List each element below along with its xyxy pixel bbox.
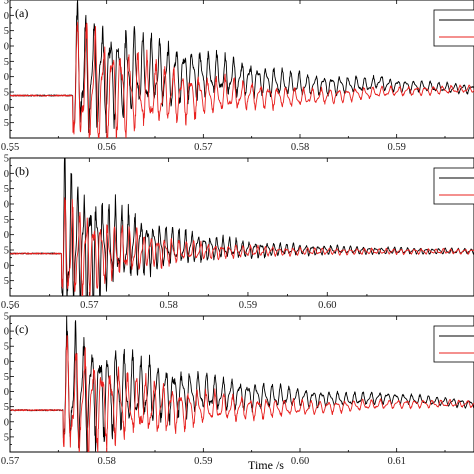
x-tick-label: 0.59	[239, 300, 257, 311]
x-tick-label: 0.61	[387, 456, 405, 467]
y-tick-label: 5	[4, 88, 9, 99]
series-line-0	[10, 158, 474, 296]
y-tick-label: 0	[4, 11, 9, 22]
x-tick-label: 0.56	[1, 300, 19, 311]
x-tick-label: 0.57	[80, 300, 98, 311]
series-line-1	[10, 335, 474, 452]
series-line-1	[10, 21, 474, 138]
panel-0: 5 0 5 0 5 0 5 0 5 0.55 0.56 0.57 0.58 0.59 (a)	[1, 0, 474, 153]
panel-label: (a)	[15, 6, 28, 20]
x-tick-label: 0.58	[97, 456, 115, 467]
x-tick-label: 0.58	[291, 142, 309, 153]
x-tick-label: 0.55	[1, 142, 19, 153]
y-tick-label: 5	[4, 246, 9, 257]
y-tick-label: 0	[4, 417, 9, 428]
x-tick-label: 0.59	[194, 456, 212, 467]
y-tick-label: 5	[4, 154, 9, 165]
panel-2: 5 0 5 0 5 0 5 0 5 0.57 0.58 0.59 0.60 0.61 (c) Time /s	[1, 308, 474, 472]
series-line-0	[10, 316, 474, 452]
y-tick-label: 0	[4, 200, 9, 211]
x-tick-label: 0.57	[194, 142, 212, 153]
x-tick-label: 0.56	[97, 142, 115, 153]
y-tick-label: 0	[4, 72, 9, 83]
y-tick-label: 5	[4, 184, 9, 195]
x-tick-label: 0.59	[387, 142, 405, 153]
y-tick-label: 0	[4, 169, 9, 180]
y-tick-label: 0	[4, 42, 9, 53]
y-tick-label: 0	[4, 327, 9, 338]
panel-1: 5 0 5 0 5 0 5 0 5 0.56 0.57 0.58 0.59 0.60 (b)	[1, 149, 474, 311]
x-axis-label: Time /s	[248, 458, 284, 472]
y-tick-label: 5	[4, 342, 9, 353]
series-line-0	[10, 0, 474, 134]
y-tick-label: 5	[4, 0, 9, 7]
y-tick-label: 5	[4, 432, 9, 443]
legend	[433, 325, 474, 363]
x-tick-label: 0.60	[291, 456, 309, 467]
y-tick-label: 0	[4, 103, 9, 114]
y-tick-label: 5	[4, 26, 9, 37]
y-tick-label: 0	[4, 261, 9, 272]
x-tick-label: 0.57	[1, 456, 19, 467]
series-line-1	[10, 197, 474, 296]
x-tick-label: 0.58	[159, 300, 177, 311]
y-tick-label: 5	[4, 372, 9, 383]
y-tick-label: 5	[4, 402, 9, 413]
y-tick-label: 0	[4, 357, 9, 368]
y-tick-label: 5	[4, 276, 9, 287]
y-tick-label: 5	[4, 57, 9, 68]
y-tick-label: 5	[4, 215, 9, 226]
x-tick-label: 0.60	[318, 300, 336, 311]
legend	[433, 9, 474, 47]
y-tick-label: 5	[4, 118, 9, 129]
y-tick-label: 5	[4, 312, 9, 323]
panel-label: (c)	[15, 322, 28, 336]
panel-label: (b)	[15, 164, 29, 178]
y-tick-label: 0	[4, 387, 9, 398]
y-tick-label: 0	[4, 230, 9, 241]
legend	[433, 167, 474, 205]
